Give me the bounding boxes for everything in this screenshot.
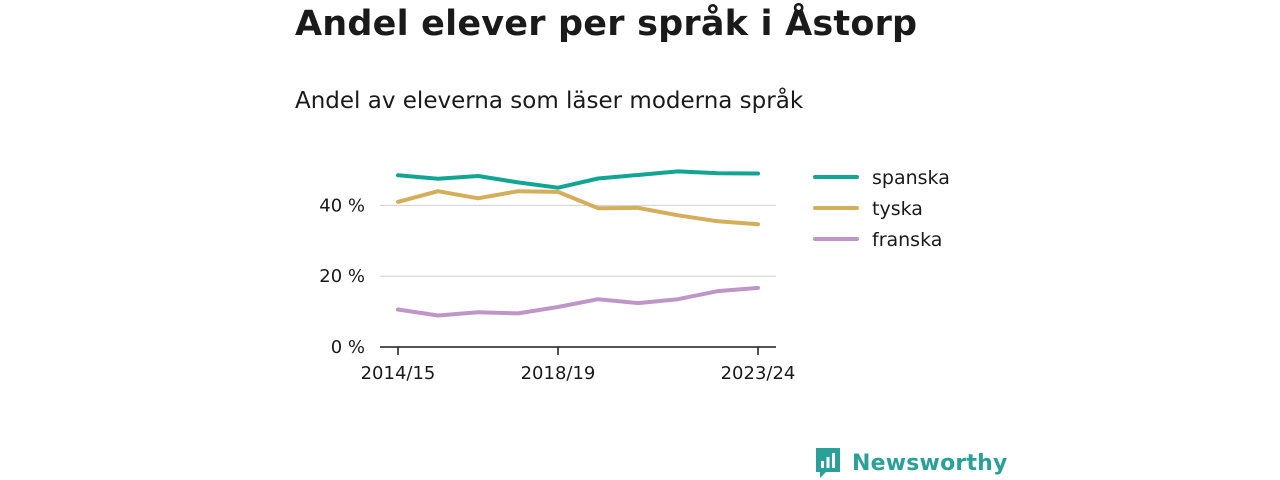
newsworthy-logo-icon	[816, 448, 840, 478]
series-line-franska	[396, 285, 760, 318]
brand-name: Newsworthy	[852, 450, 1008, 476]
y-tick-label: 20 %	[319, 266, 365, 287]
x-axis-ticks: 2014/15 2018/19 2023/24	[361, 347, 796, 384]
series-line-tyska	[396, 189, 760, 227]
y-tick-label: 40 %	[319, 195, 365, 216]
series-lines	[396, 169, 760, 318]
newsworthy-brand[interactable]: Newsworthy	[814, 446, 1008, 480]
grid-lines	[380, 204, 776, 277]
x-tick-label: 2014/15	[361, 363, 436, 384]
y-tick-label: 0 %	[331, 337, 365, 358]
series-line-spanska	[396, 169, 760, 190]
legend-label: franska	[872, 229, 942, 251]
x-tick-label: 2023/24	[721, 363, 796, 384]
legend-label: tyska	[872, 198, 923, 220]
chart-title: Andel elever per språk i Åstorp	[295, 4, 918, 44]
x-tick-label: 2018/19	[521, 363, 596, 384]
legend: spanska tyska franska	[813, 167, 950, 251]
chart-subtitle: Andel av eleverna som läser moderna språ…	[295, 88, 804, 114]
y-axis-ticks: 0 % 20 % 40 %	[319, 195, 365, 358]
legend-label: spanska	[872, 167, 950, 189]
